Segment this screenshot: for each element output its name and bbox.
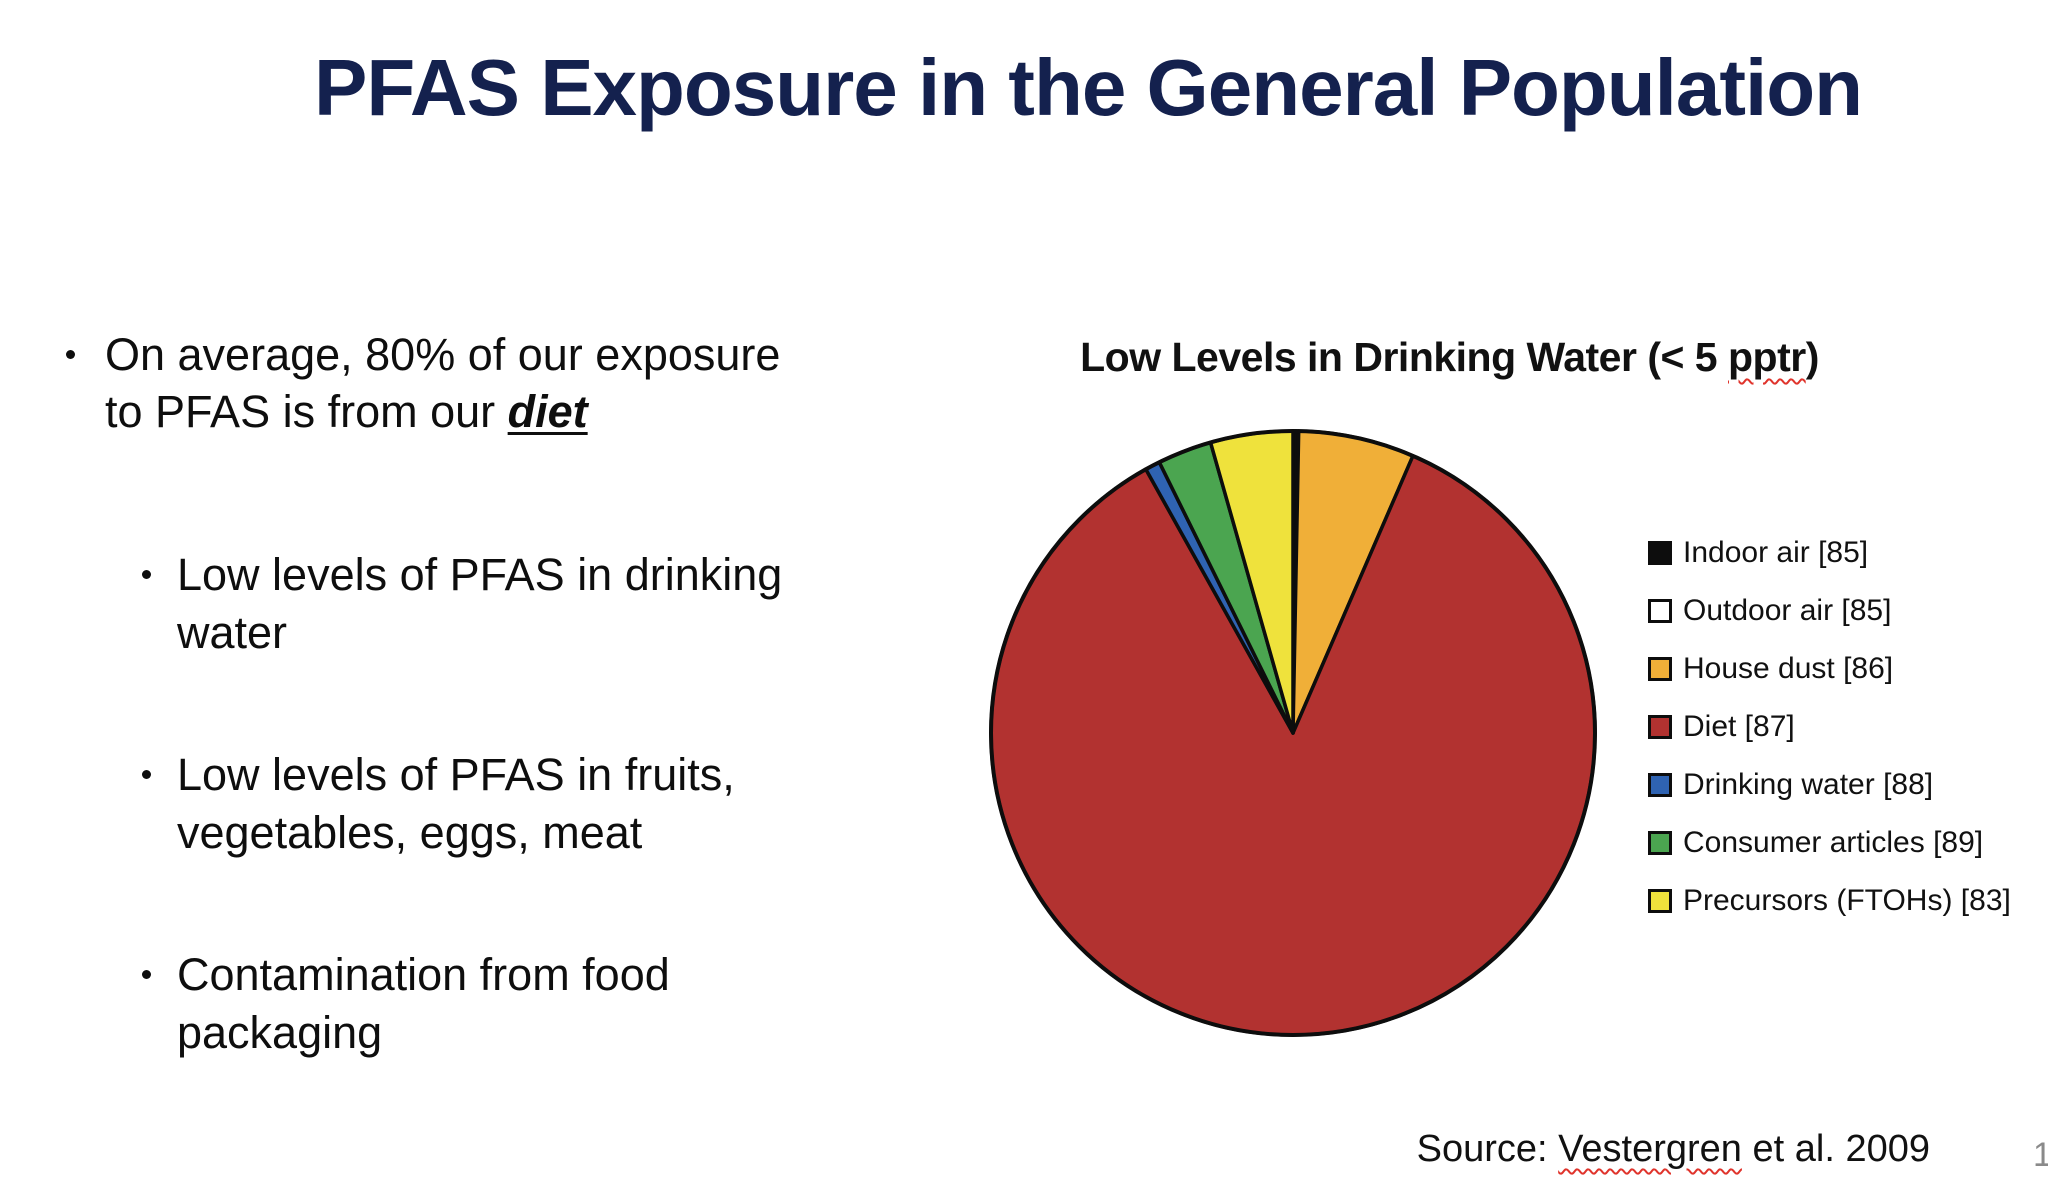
chart-title-misspelled-word: pptr (1728, 334, 1806, 380)
legend-swatch (1648, 831, 1672, 855)
sub-bullet-drinking-water: Low levels of PFAS in drinking water (142, 546, 940, 662)
legend-item: Indoor air [85] (1648, 538, 2011, 568)
chart-title-text: Low Levels in Drinking Water (< 5 (1080, 334, 1728, 380)
legend-swatch (1648, 599, 1672, 623)
bullet-dot (142, 770, 151, 779)
bullet-dot (66, 350, 75, 359)
legend-label: Outdoor air [85] (1683, 594, 1892, 627)
legend-item: Outdoor air [85] (1648, 596, 2011, 626)
legend-swatch (1648, 657, 1672, 681)
legend-label: Consumer articles [89] (1683, 826, 1984, 859)
bullet-dot (142, 570, 151, 579)
chart-legend: Indoor air [85] Outdoor air [85] House dus… (1648, 538, 2011, 916)
chart-title-close: ) (1805, 334, 1820, 380)
pie-chart (989, 429, 1597, 1037)
sub-bullet-text: Low levels of PFAS in drinking water (177, 549, 783, 658)
main-bullet-text: On average, 80% of our exposure to PFAS … (105, 326, 805, 440)
legend-swatch (1648, 889, 1672, 913)
diet-emphasis: diet (507, 386, 588, 437)
pie-outline (989, 429, 1597, 1037)
legend-label: House dust [86] (1683, 652, 1894, 685)
legend-item: Consumer articles [89] (1648, 828, 2011, 858)
legend-item: Diet [87] (1648, 712, 2011, 742)
legend-label: Indoor air [85] (1683, 536, 1869, 569)
main-bullet: On average, 80% of our exposure to PFAS … (60, 326, 940, 440)
main-bullet-prefix: On average, 80% of our exposure to PFAS … (105, 329, 781, 437)
sub-bullet-text: Low levels of PFAS in fruits, vegetables… (177, 749, 735, 858)
page-number: 1 (2033, 1136, 2048, 1174)
slide-title: PFAS Exposure in the General Population (314, 43, 1863, 132)
source-prefix: Source: (1416, 1128, 1559, 1170)
legend-item: House dust [86] (1648, 654, 2011, 684)
legend-swatch (1648, 773, 1672, 797)
legend-label: Drinking water [88] (1683, 768, 1934, 801)
bullet-list: On average, 80% of our exposure to PFAS … (60, 326, 940, 1062)
sub-bullet-foods: Low levels of PFAS in fruits, vegetables… (142, 746, 940, 862)
source-citation: Source: Vestergren et al. 2009 (1417, 1126, 1930, 1172)
sub-bullet-packaging: Contamination from food packaging (142, 946, 940, 1062)
source-suffix: et al. 2009 (1741, 1128, 1931, 1170)
legend-label: Precursors (FTOHs) [83] (1683, 884, 2011, 917)
source-misspelled-word: Vestergren (1558, 1128, 1742, 1170)
sub-bullet-text: Contamination from food packaging (177, 949, 670, 1058)
legend-item: Drinking water [88] (1648, 770, 2011, 800)
chart-title: Low Levels in Drinking Water (< 5 pptr) (1052, 334, 1847, 380)
sub-bullet-list: Low levels of PFAS in drinking water Low… (60, 546, 940, 1062)
legend-label: Diet [87] (1683, 710, 1795, 743)
legend-swatch (1648, 541, 1672, 565)
legend-swatch (1648, 715, 1672, 739)
legend-item: Precursors (FTOHs) [83] (1648, 886, 2011, 916)
bullet-dot (142, 970, 151, 979)
